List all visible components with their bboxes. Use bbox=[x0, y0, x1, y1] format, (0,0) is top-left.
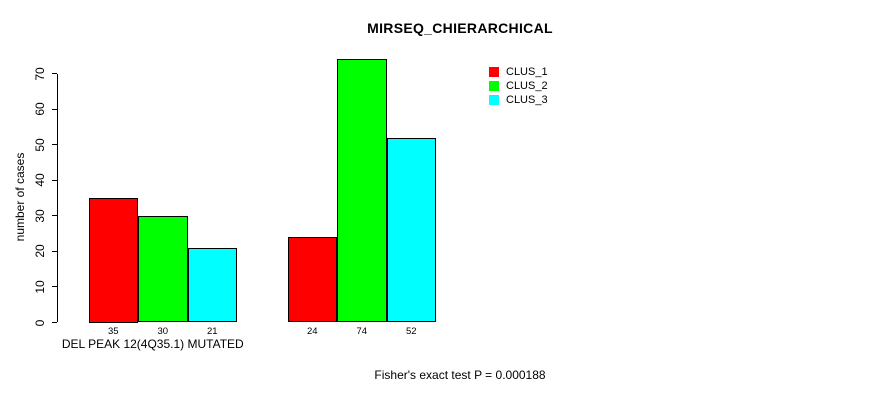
legend: CLUS_1 CLUS_2 CLUS_3 bbox=[489, 65, 548, 108]
bar-clus_3-group2 bbox=[386, 137, 436, 323]
y-axis-tick-label: 60 bbox=[33, 102, 47, 116]
bar-clus_2-group1 bbox=[138, 215, 188, 323]
y-axis-line bbox=[57, 73, 58, 323]
y-axis-tick-label: 30 bbox=[33, 209, 47, 223]
y-axis-tick-label: 10 bbox=[33, 280, 47, 294]
bar-clus_3-group1 bbox=[187, 247, 237, 323]
group-label: DEL PEAK 12(4Q35.1) MUTATED bbox=[61, 337, 244, 351]
bar-clus_1-group1 bbox=[88, 198, 138, 323]
y-axis-tick bbox=[52, 322, 57, 323]
legend-item: CLUS_3 bbox=[489, 93, 548, 107]
bar-value-label: 74 bbox=[356, 326, 368, 337]
bar-clus_2-group2 bbox=[337, 59, 387, 323]
y-axis-tick-label: 50 bbox=[33, 138, 47, 152]
bar-value-label: 52 bbox=[406, 326, 417, 337]
bar-value-label: 24 bbox=[307, 326, 318, 337]
legend-label: CLUS_1 bbox=[506, 66, 548, 78]
legend-item: CLUS_2 bbox=[489, 79, 548, 93]
y-axis-tick bbox=[52, 73, 57, 75]
chart-title: MIRSEQ_CHIERARCHICAL bbox=[367, 20, 553, 36]
y-axis-title: number of cases bbox=[13, 152, 27, 242]
legend-label: CLUS_3 bbox=[506, 94, 548, 107]
bar-clus_1-group2 bbox=[287, 237, 337, 323]
y-axis-tick bbox=[52, 286, 57, 288]
y-axis-tick bbox=[52, 144, 57, 146]
legend-swatch-clus_2 bbox=[489, 81, 499, 92]
bar-value-label: 30 bbox=[157, 326, 169, 337]
y-axis-tick bbox=[52, 108, 57, 110]
y-axis-tick-label: 20 bbox=[33, 244, 47, 259]
y-axis-tick-label: 0 bbox=[33, 319, 47, 326]
y-axis-tick bbox=[52, 179, 57, 181]
bar-value-label: 21 bbox=[207, 326, 218, 337]
legend-swatch-clus_1 bbox=[489, 67, 499, 77]
legend-item: CLUS_1 bbox=[489, 65, 548, 79]
legend-label: CLUS_2 bbox=[506, 80, 548, 93]
bar-value-label: 35 bbox=[108, 326, 119, 337]
legend-swatch-clus_3 bbox=[489, 95, 499, 106]
y-axis-tick-label: 40 bbox=[33, 173, 47, 187]
pvalue-annotation: Fisher's exact test P = 0.000188 bbox=[374, 368, 546, 382]
y-axis-tick bbox=[52, 215, 57, 217]
y-axis-tick bbox=[52, 250, 57, 252]
y-axis-tick-label: 70 bbox=[33, 66, 47, 81]
